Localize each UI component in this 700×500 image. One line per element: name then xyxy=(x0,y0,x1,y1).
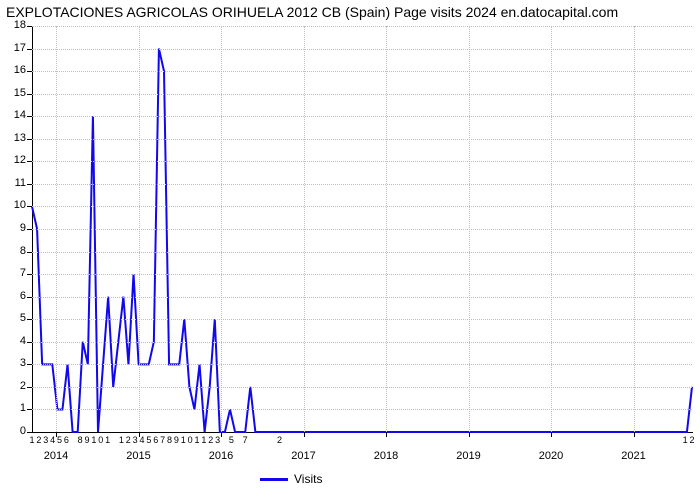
grid-h-line xyxy=(32,206,692,207)
ytick-label: 15 xyxy=(4,87,26,99)
xtick-minor-label: 1 xyxy=(119,435,124,445)
grid-v-line xyxy=(221,26,222,432)
ytick-label: 12 xyxy=(4,154,26,166)
grid-h-line xyxy=(32,49,692,50)
ytick-label: 0 xyxy=(4,425,26,437)
ytick-label: 3 xyxy=(4,357,26,369)
xtick-year-label: 2020 xyxy=(539,450,563,462)
grid-h-line xyxy=(32,252,692,253)
xtick-minor-label: 1 xyxy=(91,435,96,445)
ytick-label: 11 xyxy=(4,177,26,189)
grid-v-line xyxy=(139,26,140,432)
ytick-label: 2 xyxy=(4,380,26,392)
legend-swatch xyxy=(260,478,288,481)
xtick-mark xyxy=(634,432,635,437)
xtick-minor-label: 2 xyxy=(36,435,41,445)
xtick-minor-label: 8 xyxy=(167,435,172,445)
xtick-minor-label: 0 xyxy=(188,435,193,445)
ytick-label: 17 xyxy=(4,42,26,54)
xtick-minor-label: 2 xyxy=(126,435,131,445)
grid-v-line xyxy=(469,26,470,432)
ytick-label: 14 xyxy=(4,109,26,121)
ytick-mark xyxy=(27,432,32,433)
xtick-minor-label: 9 xyxy=(174,435,179,445)
xtick-mark xyxy=(551,432,552,437)
line-series xyxy=(0,0,700,500)
grid-h-line xyxy=(32,342,692,343)
ytick-label: 16 xyxy=(4,64,26,76)
xtick-minor-label: 5 xyxy=(229,435,234,445)
xtick-year-label: 2014 xyxy=(44,450,68,462)
grid-v-line xyxy=(386,26,387,432)
grid-h-line xyxy=(32,26,692,27)
xtick-minor-label: 9 xyxy=(84,435,89,445)
grid-v-line xyxy=(56,26,57,432)
xtick-minor-label: 1 xyxy=(683,435,688,445)
grid-h-line xyxy=(32,297,692,298)
xtick-minor-label: 3 xyxy=(43,435,48,445)
legend-label: Visits xyxy=(294,472,322,486)
legend: Visits xyxy=(260,472,322,486)
ytick-label: 5 xyxy=(4,312,26,324)
grid-h-line xyxy=(32,139,692,140)
ytick-label: 6 xyxy=(4,290,26,302)
grid-h-line xyxy=(32,71,692,72)
xtick-mark xyxy=(221,432,222,437)
xtick-minor-label: 0 xyxy=(98,435,103,445)
ytick-label: 4 xyxy=(4,335,26,347)
visits-chart: EXPLOTACIONES AGRICOLAS ORIHUELA 2012 CB… xyxy=(0,0,700,500)
xtick-minor-label: 6 xyxy=(153,435,158,445)
xtick-minor-label: 7 xyxy=(243,435,248,445)
grid-h-line xyxy=(32,409,692,410)
xtick-minor-label: 7 xyxy=(160,435,165,445)
xtick-minor-label: 1 xyxy=(29,435,34,445)
xtick-minor-label: 5 xyxy=(57,435,62,445)
xtick-mark xyxy=(304,432,305,437)
grid-v-line xyxy=(634,26,635,432)
xtick-minor-label: 1 xyxy=(181,435,186,445)
ytick-label: 9 xyxy=(4,222,26,234)
grid-v-line xyxy=(551,26,552,432)
xtick-minor-label: 3 xyxy=(133,435,138,445)
grid-h-line xyxy=(32,184,692,185)
ytick-label: 7 xyxy=(4,267,26,279)
grid-h-line xyxy=(32,387,692,388)
grid-h-line xyxy=(32,319,692,320)
xtick-mark xyxy=(469,432,470,437)
ytick-label: 1 xyxy=(4,402,26,414)
xtick-minor-label: 1 xyxy=(194,435,199,445)
xtick-minor-label: 4 xyxy=(139,435,144,445)
xtick-minor-label: 2 xyxy=(689,435,694,445)
ytick-label: 13 xyxy=(4,132,26,144)
xtick-year-label: 2019 xyxy=(456,450,480,462)
xtick-minor-label: 3 xyxy=(215,435,220,445)
xtick-minor-label: 2 xyxy=(208,435,213,445)
grid-h-line xyxy=(32,229,692,230)
grid-h-line xyxy=(32,94,692,95)
ytick-label: 10 xyxy=(4,199,26,211)
grid-h-line xyxy=(32,116,692,117)
xtick-year-label: 2021 xyxy=(621,450,645,462)
xtick-year-label: 2016 xyxy=(209,450,233,462)
grid-h-line xyxy=(32,274,692,275)
ytick-label: 18 xyxy=(4,19,26,31)
xtick-minor-label: 5 xyxy=(146,435,151,445)
xtick-minor-label: 2 xyxy=(277,435,282,445)
xtick-year-label: 2018 xyxy=(374,450,398,462)
ytick-label: 8 xyxy=(4,245,26,257)
xtick-year-label: 2015 xyxy=(126,450,150,462)
xtick-minor-label: 4 xyxy=(50,435,55,445)
visits-line xyxy=(32,49,692,432)
xtick-year-label: 2017 xyxy=(291,450,315,462)
xtick-minor-label: 1 xyxy=(105,435,110,445)
xtick-mark xyxy=(386,432,387,437)
grid-h-line xyxy=(32,364,692,365)
xtick-minor-label: 1 xyxy=(201,435,206,445)
grid-v-line xyxy=(304,26,305,432)
xtick-minor-label: 6 xyxy=(64,435,69,445)
grid-h-line xyxy=(32,161,692,162)
xtick-minor-label: 8 xyxy=(78,435,83,445)
